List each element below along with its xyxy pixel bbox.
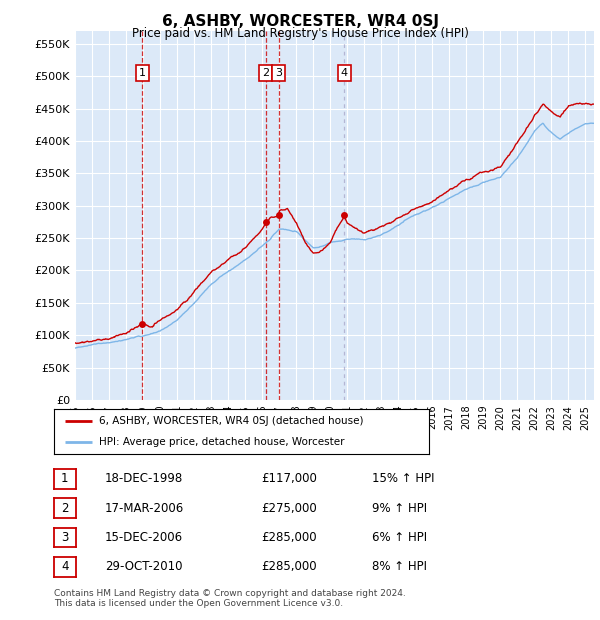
Text: Contains HM Land Registry data © Crown copyright and database right 2024.
This d: Contains HM Land Registry data © Crown c…: [54, 589, 406, 608]
Text: 15-DEC-2006: 15-DEC-2006: [105, 531, 183, 544]
Text: £275,000: £275,000: [261, 502, 317, 515]
Text: 1: 1: [61, 472, 68, 485]
Text: £117,000: £117,000: [261, 472, 317, 485]
Text: 3: 3: [61, 531, 68, 544]
Text: 4: 4: [61, 560, 68, 573]
Text: 1: 1: [139, 68, 146, 78]
Text: Price paid vs. HM Land Registry's House Price Index (HPI): Price paid vs. HM Land Registry's House …: [131, 27, 469, 40]
Text: 2: 2: [61, 502, 68, 515]
Text: 4: 4: [341, 68, 348, 78]
Text: 17-MAR-2006: 17-MAR-2006: [105, 502, 184, 515]
Text: £285,000: £285,000: [261, 531, 317, 544]
Text: 18-DEC-1998: 18-DEC-1998: [105, 472, 183, 485]
Text: 3: 3: [275, 68, 282, 78]
Text: 6, ASHBY, WORCESTER, WR4 0SJ: 6, ASHBY, WORCESTER, WR4 0SJ: [161, 14, 439, 29]
Text: 2: 2: [262, 68, 269, 78]
Text: 6, ASHBY, WORCESTER, WR4 0SJ (detached house): 6, ASHBY, WORCESTER, WR4 0SJ (detached h…: [99, 416, 364, 427]
Text: 6% ↑ HPI: 6% ↑ HPI: [372, 531, 427, 544]
Text: £285,000: £285,000: [261, 560, 317, 573]
Text: 15% ↑ HPI: 15% ↑ HPI: [372, 472, 434, 485]
Text: 8% ↑ HPI: 8% ↑ HPI: [372, 560, 427, 573]
Text: HPI: Average price, detached house, Worcester: HPI: Average price, detached house, Worc…: [99, 436, 344, 447]
Text: 9% ↑ HPI: 9% ↑ HPI: [372, 502, 427, 515]
Text: 29-OCT-2010: 29-OCT-2010: [105, 560, 182, 573]
